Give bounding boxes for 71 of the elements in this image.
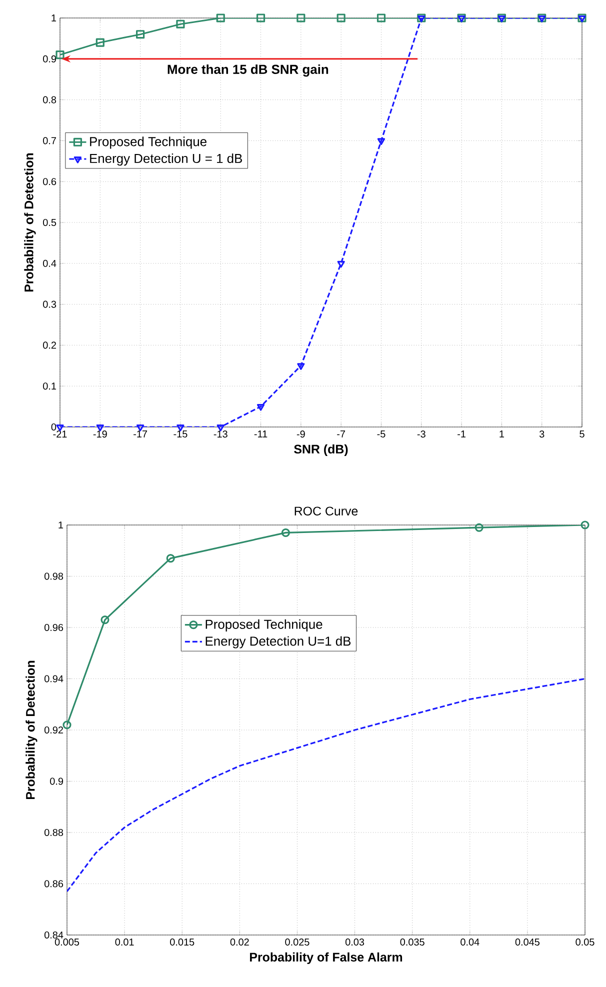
y-tick-label: 0.98	[44, 572, 64, 580]
x-tick-label: -21	[53, 430, 67, 438]
annotation: More than 15 dB SNR gain	[168, 64, 328, 77]
x-tick-label: 0.02	[230, 938, 249, 946]
point	[296, 14, 306, 22]
y-tick-label: 0.7	[43, 137, 56, 144]
x-tick-label: -9	[296, 430, 305, 438]
y-tick-label: 0.88	[44, 828, 64, 836]
point	[474, 523, 484, 532]
x-tick-label: 3	[539, 430, 544, 438]
x-tick-label: -13	[214, 430, 228, 438]
y-tick-label: 0.1	[43, 382, 56, 390]
x-tick-label: 0.05	[576, 938, 594, 946]
x-tick-label: 0.03	[345, 938, 364, 946]
point	[336, 14, 346, 22]
legend-label: Energy Detection U=1 dB	[206, 636, 351, 648]
y-tick-label: 0.8	[43, 96, 56, 104]
y-tick-label: 0.3	[43, 300, 56, 308]
point	[297, 363, 305, 370]
y-tick-label: 0.94	[44, 675, 64, 682]
point	[216, 14, 225, 22]
point	[281, 528, 290, 537]
x-tick-label: 0.01	[115, 938, 134, 946]
x-tick-label: -5	[377, 430, 386, 438]
x-tick-label: 0.005	[54, 938, 80, 946]
y-axis-title: Probability of Detection	[26, 660, 38, 800]
y-tick-label: 0.9	[50, 778, 64, 785]
point	[256, 404, 265, 411]
legend-label: Proposed Technique	[90, 136, 206, 149]
y-tick-label: 0.92	[44, 726, 63, 734]
point	[56, 50, 64, 60]
point	[256, 14, 266, 22]
point	[96, 38, 104, 47]
y-tick-label: 0.4	[43, 260, 56, 267]
legend-label: Proposed Technique	[206, 619, 322, 632]
y-axis-title: Probability of Detection	[24, 153, 36, 292]
x-axis-title: Probability of False Alarm	[250, 952, 402, 964]
x-tick-label: 0.035	[400, 938, 424, 946]
y-tick-label: 0	[51, 423, 56, 431]
legend-label: Energy Detection U = 1 dB	[90, 154, 242, 166]
x-tick-label: -15	[174, 430, 188, 438]
x-tick-label: -1	[458, 430, 466, 438]
point	[376, 14, 386, 22]
chart-title: ROC Curve	[294, 506, 358, 516]
x-axis-title: SNR (dB)	[294, 444, 348, 456]
x-tick-label: -7	[337, 430, 346, 438]
y-tick-label: 0.96	[44, 624, 64, 632]
point	[166, 554, 175, 563]
point	[176, 20, 185, 28]
point	[136, 30, 145, 39]
x-tick-label: 0.015	[170, 938, 194, 946]
x-tick-label: 0.025	[285, 938, 310, 946]
x-tick-label: -17	[134, 430, 148, 438]
x-tick-label: 0.04	[460, 938, 480, 946]
y-tick-label: 0.84	[44, 931, 64, 939]
point	[377, 138, 386, 145]
point	[337, 260, 345, 268]
y-tick-label: 0.5	[43, 218, 56, 226]
y-tick-label: 1	[58, 522, 63, 528]
x-tick-label: -11	[254, 430, 268, 438]
y-tick-label: 0.86	[44, 880, 64, 888]
x-tick-label: 5	[580, 430, 584, 438]
y-tick-label: 0.6	[43, 178, 56, 186]
y-tick-label: 1	[52, 14, 56, 22]
x-tick-label: 1	[500, 430, 504, 438]
point	[100, 616, 110, 624]
y-tick-label: 0.2	[43, 342, 56, 349]
x-tick-label: -3	[417, 430, 426, 438]
x-tick-label: 0.045	[515, 938, 540, 946]
x-tick-label: -19	[93, 430, 107, 438]
y-tick-label: 0.9	[43, 55, 56, 62]
